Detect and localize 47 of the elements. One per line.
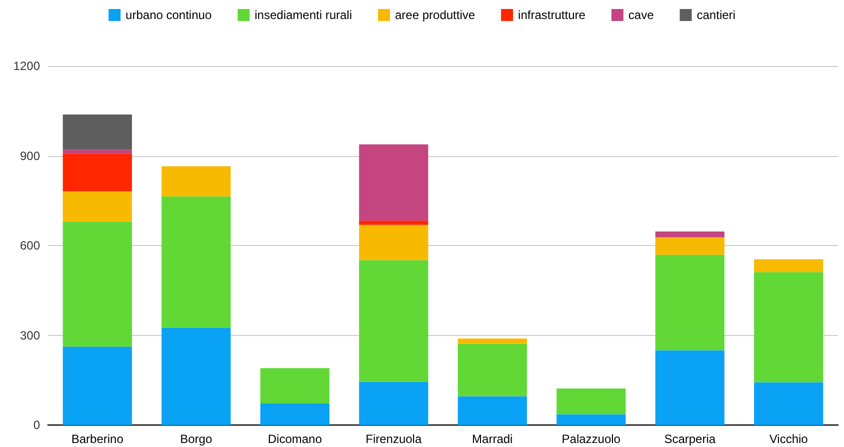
bar: [754, 259, 824, 272]
x-tick-label: Vicchio: [769, 432, 808, 446]
bar: [359, 224, 428, 260]
bar: [655, 254, 724, 350]
legend-label: infrastrutture: [518, 8, 586, 22]
bar: [655, 350, 724, 425]
bar: [359, 382, 428, 425]
legend-label: insediamenti rurali: [254, 8, 352, 22]
bar: [458, 396, 527, 425]
y-tick-label: 300: [20, 328, 40, 342]
bar: [359, 144, 428, 221]
bar: [458, 344, 527, 396]
x-tick-label: Borgo: [180, 432, 212, 446]
bar: [260, 368, 330, 404]
bar: [458, 338, 527, 344]
bar: [162, 166, 231, 196]
y-tick-label: 0: [33, 418, 40, 432]
legend-label: aree produttive: [395, 8, 476, 22]
bar: [62, 154, 132, 192]
legend-label: urbano continuo: [126, 8, 212, 22]
bar: [62, 150, 132, 154]
y-tick-label: 600: [20, 238, 40, 252]
bar: [62, 114, 132, 150]
bar: [62, 191, 132, 222]
x-tick-label: Palazzuolo: [562, 432, 621, 446]
bar: [359, 220, 428, 225]
bar: [162, 196, 231, 328]
x-tick-label: Marradi: [472, 432, 513, 446]
x-tick-label: Firenzuola: [366, 432, 422, 446]
bar: [754, 382, 824, 425]
bar: [359, 260, 428, 382]
legend-label: cave: [628, 8, 654, 22]
bar: [62, 222, 132, 347]
y-tick-label: 900: [20, 148, 40, 163]
bar: [260, 403, 330, 425]
bar: [62, 346, 132, 425]
y-tick-label: 1200: [13, 59, 40, 73]
bar: [655, 237, 724, 255]
bar: [556, 414, 626, 425]
bar: [754, 272, 824, 382]
x-tick-label: Scarperia: [664, 432, 716, 446]
bar: [162, 328, 231, 425]
x-tick-label: Dicomano: [268, 432, 322, 446]
bar: [655, 231, 724, 238]
bar: [556, 388, 626, 414]
legend-label: cantieri: [696, 8, 736, 22]
x-tick-label: Barberino: [71, 432, 124, 446]
